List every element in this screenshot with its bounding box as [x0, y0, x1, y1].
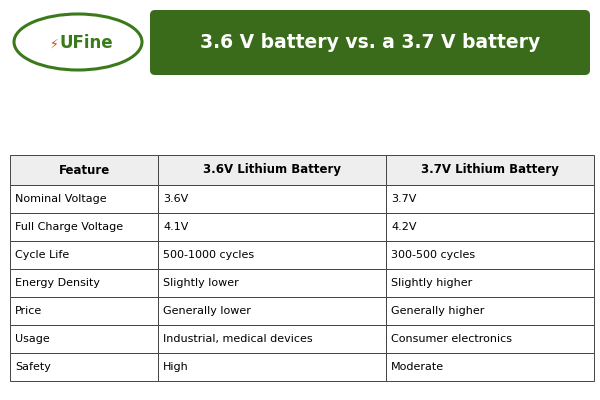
Text: Usage: Usage [15, 334, 50, 344]
Bar [158, 155, 386, 185]
Bar [158, 241, 386, 269]
Bar [10, 241, 158, 269]
Text: Nominal Voltage: Nominal Voltage [15, 194, 107, 204]
Ellipse shape [14, 14, 142, 70]
Bar [158, 353, 386, 381]
Text: Slightly lower: Slightly lower [163, 278, 239, 288]
Bar [158, 325, 386, 353]
Text: 3.6V Lithium Battery: 3.6V Lithium Battery [203, 164, 341, 176]
Text: Generally lower: Generally lower [163, 306, 251, 316]
Text: Price: Price [15, 306, 42, 316]
Text: High: High [163, 362, 189, 372]
Bar [158, 185, 386, 213]
Bar [158, 213, 386, 241]
Text: 3.7V: 3.7V [391, 194, 416, 204]
FancyBboxPatch shape [150, 10, 590, 75]
Text: Generally higher: Generally higher [391, 306, 484, 316]
Text: Safety: Safety [15, 362, 51, 372]
Bar [10, 325, 158, 353]
Text: Cycle Life: Cycle Life [15, 250, 69, 260]
Text: 4.1V: 4.1V [163, 222, 188, 232]
Bar [10, 297, 158, 325]
Bar [10, 213, 158, 241]
Text: Slightly higher: Slightly higher [391, 278, 472, 288]
Bar [10, 353, 158, 381]
Text: 3.6 V battery vs. a 3.7 V battery: 3.6 V battery vs. a 3.7 V battery [200, 33, 540, 52]
Text: ⚡: ⚡ [50, 38, 58, 50]
Bar [386, 325, 594, 353]
Text: 4.2V: 4.2V [391, 222, 416, 232]
Bar [10, 185, 158, 213]
Bar [158, 297, 386, 325]
Text: 3.7V Lithium Battery: 3.7V Lithium Battery [421, 164, 559, 176]
Text: Industrial, medical devices: Industrial, medical devices [163, 334, 313, 344]
Bar [386, 185, 594, 213]
Text: Consumer electronics: Consumer electronics [391, 334, 512, 344]
Text: Full Charge Voltage: Full Charge Voltage [15, 222, 123, 232]
Bar [386, 269, 594, 297]
Text: 300-500 cycles: 300-500 cycles [391, 250, 475, 260]
Bar [386, 241, 594, 269]
Bar [386, 297, 594, 325]
Bar [10, 269, 158, 297]
Bar [386, 213, 594, 241]
Bar [10, 155, 158, 185]
Text: 3.6V: 3.6V [163, 194, 188, 204]
Text: Moderate: Moderate [391, 362, 444, 372]
Bar [386, 155, 594, 185]
Text: Feature: Feature [58, 164, 110, 176]
Bar [386, 353, 594, 381]
Text: Energy Density: Energy Density [15, 278, 100, 288]
Text: 500-1000 cycles: 500-1000 cycles [163, 250, 254, 260]
Bar [158, 269, 386, 297]
Text: UFine: UFine [59, 34, 113, 52]
